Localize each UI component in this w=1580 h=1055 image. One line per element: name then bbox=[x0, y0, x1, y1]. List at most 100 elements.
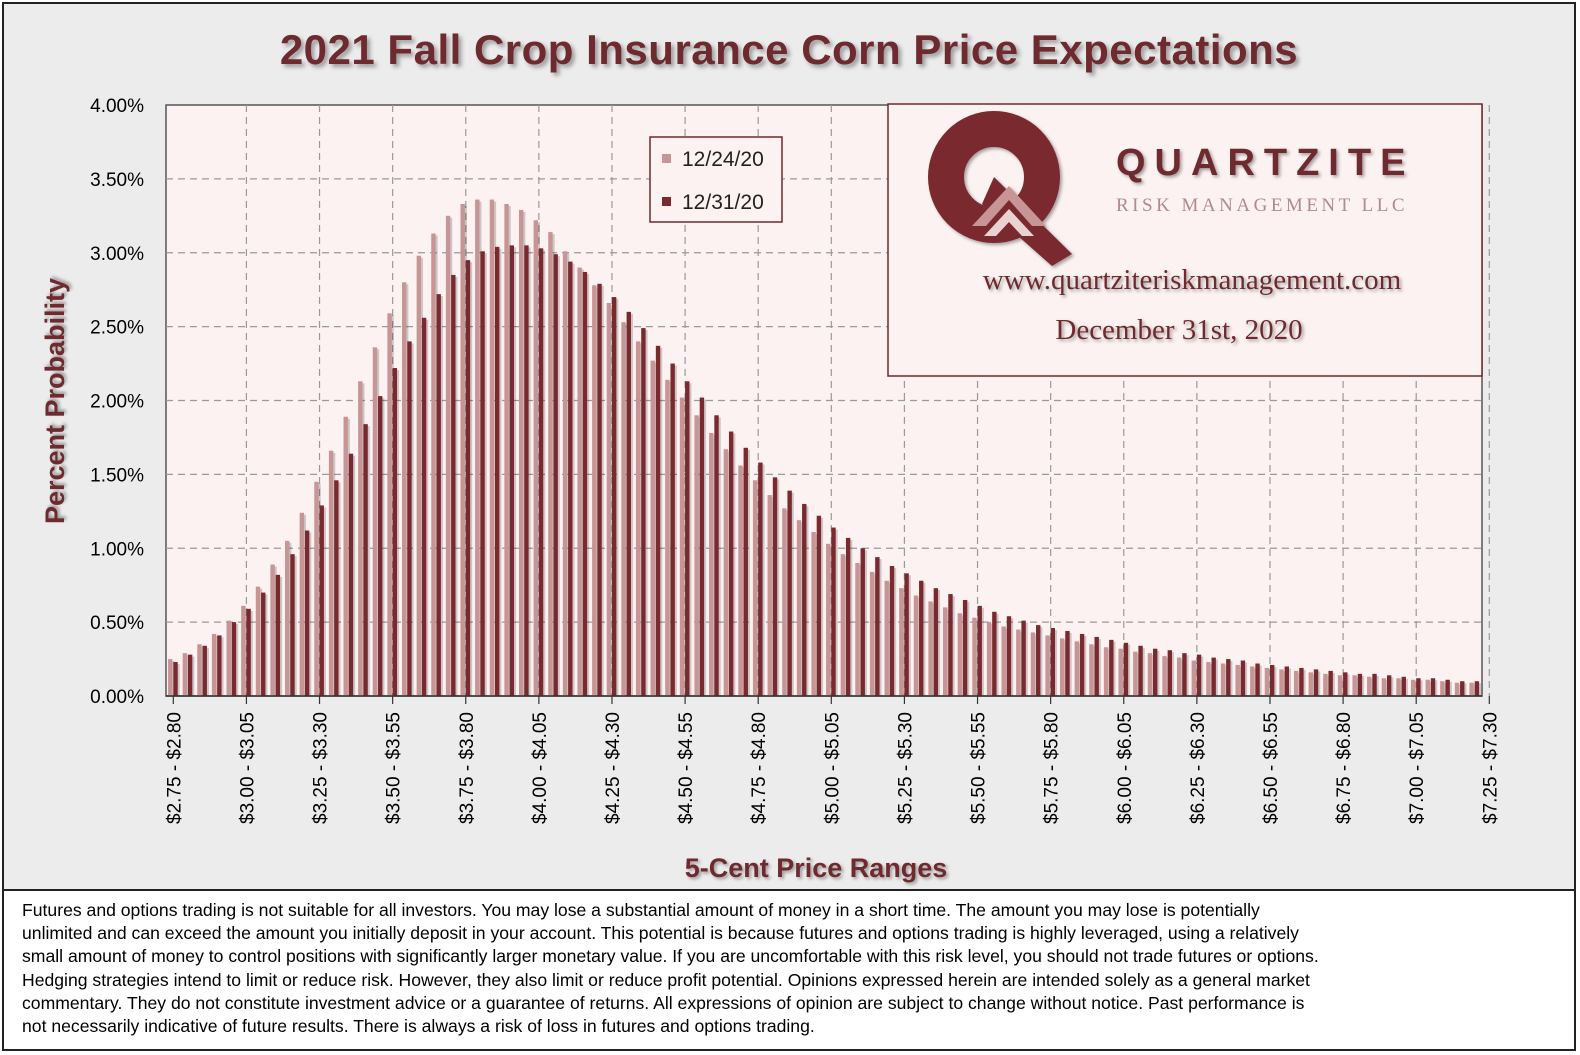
bar-12-24-20 bbox=[1323, 673, 1328, 696]
logo-website-url: www.quartziteriskmanagement.com bbox=[983, 264, 1402, 296]
x-tick-label: $7.00 - $7.05 bbox=[1407, 712, 1428, 824]
bar-12-24-20 bbox=[1469, 682, 1474, 696]
y-tick-label: 3.50% bbox=[90, 170, 144, 191]
legend-swatch-12-31-20 bbox=[662, 197, 671, 206]
bar-12-31-20 bbox=[1094, 636, 1099, 696]
bar-12-24-20 bbox=[1440, 681, 1445, 696]
bar-12-31-20 bbox=[465, 260, 471, 696]
bar-12-24-20 bbox=[255, 586, 261, 696]
bar-12-24-20 bbox=[1089, 644, 1094, 696]
disclaimer-line: small amount of money to control positio… bbox=[22, 946, 1319, 967]
bar-12-31-20 bbox=[977, 605, 982, 696]
bar-12-24-20 bbox=[489, 199, 495, 696]
bar-12-24-20 bbox=[899, 588, 904, 696]
y-tick-label: 1.00% bbox=[90, 539, 144, 560]
bar-12-31-20 bbox=[202, 645, 207, 696]
bar-12-24-20 bbox=[738, 465, 743, 696]
bar-12-24-20 bbox=[621, 322, 626, 696]
bar-12-31-20 bbox=[334, 480, 339, 696]
bar-12-31-20 bbox=[1430, 678, 1436, 696]
bar-12-31-20 bbox=[524, 245, 529, 697]
bar-12-24-20 bbox=[1396, 678, 1401, 696]
bar-12-31-20 bbox=[933, 588, 939, 696]
bar-12-24-20 bbox=[1001, 626, 1006, 696]
logo-box: QUARTZITE RISK MANAGEMENT LLC www.quartz… bbox=[887, 103, 1483, 377]
bar-12-31-20 bbox=[685, 381, 690, 696]
chart-title: 2021 Fall Crop Insurance Corn Price Expe… bbox=[279, 26, 1299, 73]
bar-12-31-20 bbox=[1123, 642, 1129, 696]
bar-12-31-20 bbox=[860, 548, 865, 696]
bar-12-31-20 bbox=[553, 254, 558, 697]
x-tick-label: $5.75 - $5.80 bbox=[1042, 712, 1063, 824]
bar-12-24-20 bbox=[314, 481, 319, 696]
bar-12-24-20 bbox=[518, 209, 524, 696]
bar-12-24-20 bbox=[1191, 660, 1196, 696]
bar-12-24-20 bbox=[782, 508, 787, 696]
bar-12-31-20 bbox=[714, 415, 719, 696]
y-tick-label: 4.00% bbox=[90, 96, 144, 117]
bar-12-31-20 bbox=[421, 317, 427, 696]
bar-12-31-20 bbox=[451, 274, 456, 696]
bar-12-31-20 bbox=[919, 580, 924, 696]
y-axis-title: Percent Probability bbox=[40, 278, 70, 524]
bar-12-24-20 bbox=[1103, 647, 1109, 696]
bar-12-24-20 bbox=[1425, 679, 1430, 696]
bar-12-24-20 bbox=[1410, 679, 1416, 696]
y-tick-label: 2.50% bbox=[90, 318, 144, 339]
bar-12-31-20 bbox=[728, 431, 734, 696]
bar-12-31-20 bbox=[1416, 678, 1421, 696]
y-tick-label: 0.00% bbox=[90, 687, 144, 708]
bar-12-24-20 bbox=[1016, 629, 1021, 696]
bar-12-31-20 bbox=[699, 397, 705, 696]
disclaimer-line: Futures and options trading is not suita… bbox=[22, 900, 1260, 920]
x-tick-label: $4.75 - $4.80 bbox=[749, 712, 770, 824]
bar-12-24-20 bbox=[665, 379, 670, 696]
bar-12-24-20 bbox=[1381, 678, 1387, 696]
bar-12-31-20 bbox=[1299, 667, 1304, 696]
bar-12-31-20 bbox=[1167, 650, 1173, 696]
disclaimer-line: Hedging strategies intend to limit or re… bbox=[22, 969, 1310, 990]
bar-12-31-20 bbox=[392, 367, 398, 696]
bar-12-24-20 bbox=[445, 215, 451, 696]
bar-12-24-20 bbox=[182, 653, 188, 696]
bar-12-24-20 bbox=[986, 622, 992, 696]
bar-12-24-20 bbox=[635, 341, 641, 696]
bar-12-31-20 bbox=[1269, 664, 1275, 696]
bar-12-24-20 bbox=[504, 203, 509, 696]
y-tick-label: 2.00% bbox=[90, 392, 144, 413]
x-tick-label: $6.50 - $6.55 bbox=[1261, 712, 1282, 824]
bar-12-31-20 bbox=[802, 503, 807, 696]
disclaimer-line: commentary. They do not constitute inves… bbox=[22, 992, 1305, 1013]
bar-12-31-20 bbox=[1460, 681, 1465, 696]
bar-12-24-20 bbox=[372, 347, 378, 696]
bar-12-31-20 bbox=[758, 462, 763, 696]
bar-12-31-20 bbox=[495, 246, 500, 696]
bar-12-24-20 bbox=[972, 617, 977, 696]
x-axis-title: 5-Cent Price Ranges bbox=[685, 853, 948, 883]
bar-12-24-20 bbox=[767, 495, 772, 696]
bar-12-24-20 bbox=[592, 285, 597, 696]
x-tick-label: $2.75 - $2.80 bbox=[164, 712, 185, 824]
bar-12-24-20 bbox=[811, 531, 816, 696]
bar-12-24-20 bbox=[1118, 648, 1123, 696]
bar-12-24-20 bbox=[226, 620, 231, 696]
bar-12-24-20 bbox=[1454, 682, 1460, 696]
bar-12-24-20 bbox=[1293, 670, 1299, 696]
bar-12-31-20 bbox=[187, 654, 193, 696]
bar-12-24-20 bbox=[1176, 657, 1182, 696]
disclaimer-line: not necessarily indicative of future res… bbox=[22, 1016, 815, 1037]
bar-12-24-20 bbox=[913, 595, 919, 696]
bar-12-24-20 bbox=[328, 450, 334, 696]
bar-12-24-20 bbox=[343, 416, 348, 696]
legend-label-12-31-20: 12/31/20 bbox=[682, 191, 764, 214]
bar-12-24-20 bbox=[211, 633, 217, 696]
bar-12-24-20 bbox=[577, 267, 582, 696]
x-tick-label: $3.50 - $3.55 bbox=[384, 712, 405, 824]
bar-12-24-20 bbox=[1352, 675, 1357, 696]
bar-12-24-20 bbox=[957, 613, 963, 696]
x-tick-label: $3.00 - $3.05 bbox=[237, 712, 258, 824]
bar-12-24-20 bbox=[796, 520, 802, 696]
bar-12-31-20 bbox=[597, 283, 602, 696]
bar-12-31-20 bbox=[1401, 676, 1406, 696]
